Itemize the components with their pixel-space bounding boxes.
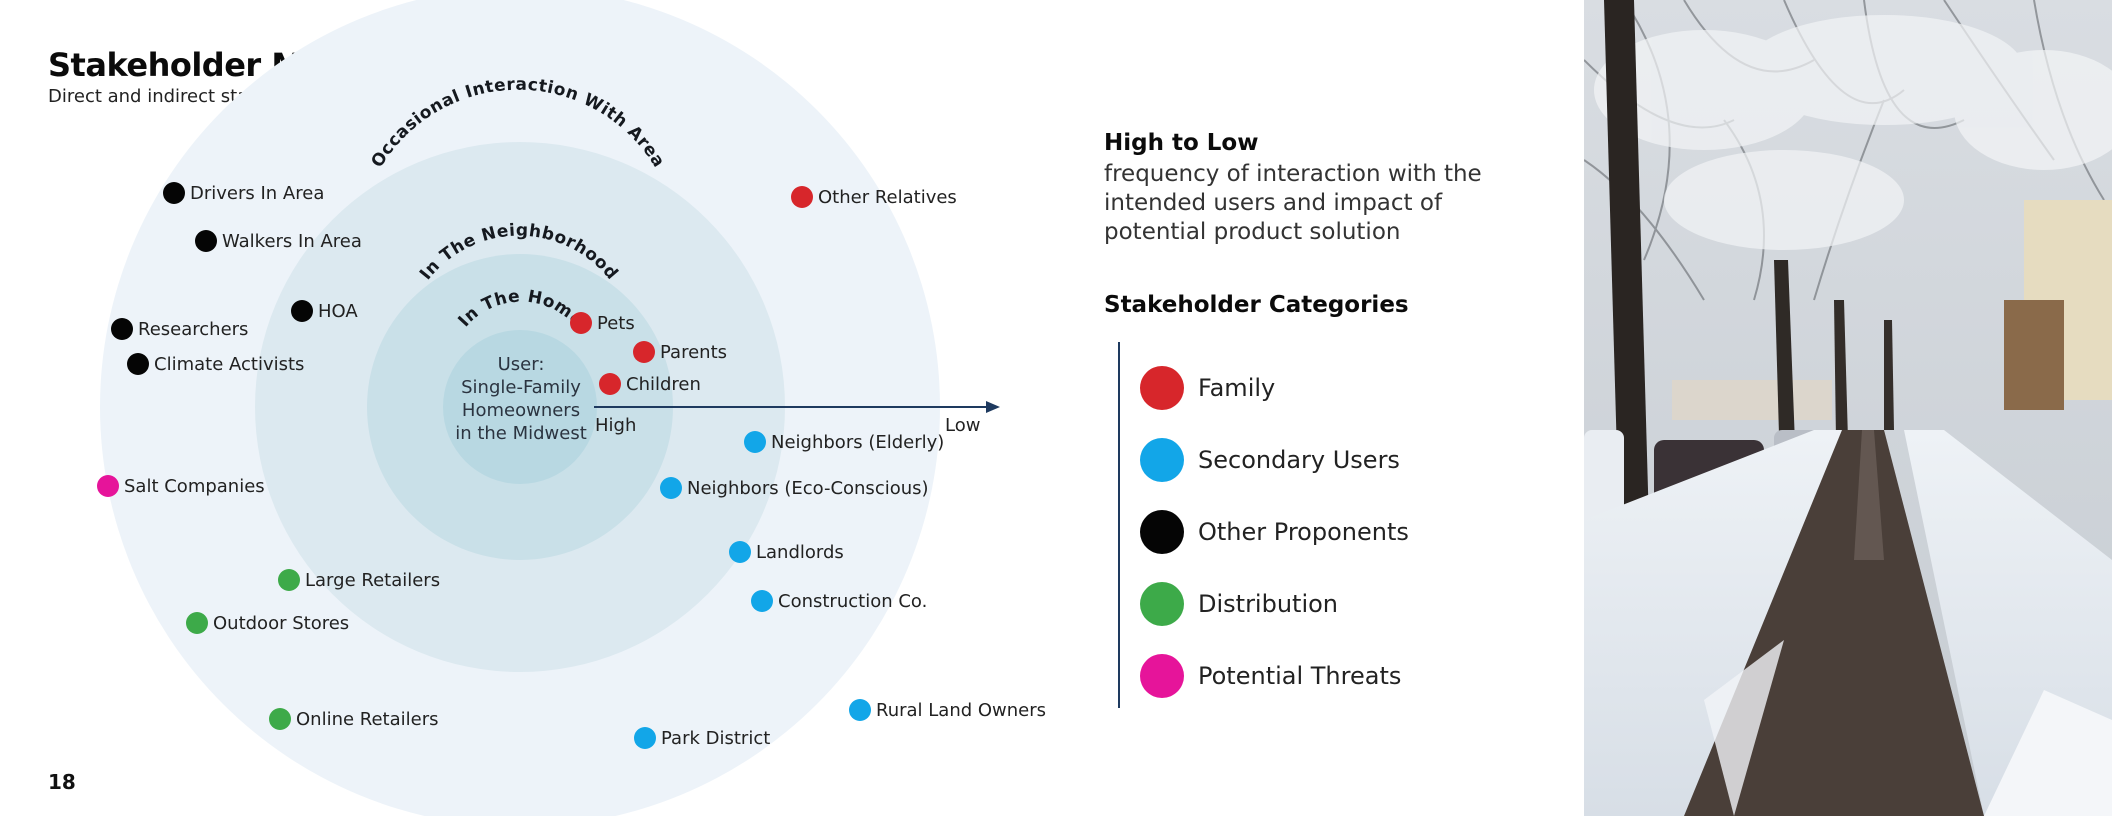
legend-label: Distribution — [1198, 590, 1339, 618]
page-number: 18 — [48, 770, 76, 794]
legend-label: Potential Threats — [1198, 662, 1402, 690]
stakeholder-dot-researchers — [111, 318, 133, 340]
legend-item-distribution: Distribution — [1140, 568, 1409, 640]
stakeholder-label-drivers-in-area: Drivers In Area — [190, 183, 324, 204]
stakeholder-dot-walkers-in-area — [195, 230, 217, 252]
stakeholder-points: Pets Parents Children Other Relatives Neighb… — [97, 182, 1046, 749]
axis-high-label: High — [595, 415, 636, 436]
stakeholder-label-pets: Pets — [597, 313, 635, 334]
stakeholder-dot-drivers-in-area — [163, 182, 185, 204]
center-line-1: User: — [498, 354, 545, 375]
stakeholder-dot-climate-activists — [127, 353, 149, 375]
legend-axis-description: frequency of interaction with the intend… — [1104, 161, 1482, 245]
stakeholder-label-parents: Parents — [660, 342, 727, 363]
stakeholder-dot-children — [599, 373, 621, 395]
stakeholder-label-researchers: Researchers — [138, 319, 248, 340]
center-line-2: Single-Family — [461, 377, 581, 398]
stakeholder-dot-neighbors-eco-conscious — [660, 477, 682, 499]
ring-core — [443, 330, 597, 484]
stakeholder-dot-landlords — [729, 541, 751, 563]
stakeholder-label-large-retailers: Large Retailers — [305, 570, 440, 591]
stakeholder-label-children: Children — [626, 374, 701, 395]
potential-threats-swatch-icon — [1140, 654, 1184, 698]
distribution-swatch-icon — [1140, 582, 1184, 626]
center-line-3: Homeowners — [462, 400, 580, 421]
stakeholder-dot-pets — [570, 312, 592, 334]
axis-arrow-icon — [986, 401, 1000, 413]
legend-item-other-proponents: Other Proponents — [1140, 496, 1409, 568]
stakeholder-label-construction-co: Construction Co. — [778, 591, 927, 612]
legend-list: Family Secondary Users Other Proponents … — [1140, 352, 1409, 712]
other-proponents-swatch-icon — [1140, 510, 1184, 554]
center-line-4: in the Midwest — [455, 423, 587, 444]
stakeholder-dot-neighbors-elderly — [744, 431, 766, 453]
legend-label: Other Proponents — [1198, 518, 1409, 546]
snowy-street-photo — [1584, 0, 2112, 816]
stakeholder-label-rural-land-owners: Rural Land Owners — [876, 700, 1046, 721]
legend-divider — [1118, 342, 1120, 708]
stakeholder-label-walkers-in-area: Walkers In Area — [222, 231, 362, 252]
stakeholder-label-outdoor-stores: Outdoor Stores — [213, 613, 349, 634]
stakeholder-label-online-retailers: Online Retailers — [296, 709, 439, 730]
stakeholder-label-other-relatives: Other Relatives — [818, 187, 957, 208]
legend-axis-title: High to Low — [1104, 130, 1259, 156]
stakeholder-dot-construction-co — [751, 590, 773, 612]
stakeholder-dot-hoa — [291, 300, 313, 322]
stakeholder-dot-rural-land-owners — [849, 699, 871, 721]
secondary-users-swatch-icon — [1140, 438, 1184, 482]
stakeholder-label-salt-companies: Salt Companies — [124, 476, 265, 497]
legend-item-potential-threats: Potential Threats — [1140, 640, 1409, 712]
axis-low-label: Low — [945, 415, 980, 436]
legend-label: Secondary Users — [1198, 446, 1400, 474]
stakeholder-label-neighbors-elderly: Neighbors (Elderly) — [771, 432, 944, 453]
stakeholder-label-neighbors-eco-conscious: Neighbors (Eco-Conscious) — [687, 478, 929, 499]
legend-item-family: Family — [1140, 352, 1409, 424]
stakeholder-label-hoa: HOA — [318, 301, 358, 322]
stakeholder-label-park-district: Park District — [661, 728, 770, 749]
stakeholder-dot-other-relatives — [791, 186, 813, 208]
stakeholder-dot-outdoor-stores — [186, 612, 208, 634]
stakeholder-label-landlords: Landlords — [756, 542, 844, 563]
stakeholder-label-climate-activists: Climate Activists — [154, 354, 304, 375]
stakeholder-diagram: In The Home In The Neighborhood Occasion… — [97, 0, 1046, 816]
family-swatch-icon — [1140, 366, 1184, 410]
stakeholder-dot-online-retailers — [269, 708, 291, 730]
legend-label: Family — [1198, 374, 1276, 402]
photo-illustration — [1584, 0, 2112, 816]
legend-item-secondary-users: Secondary Users — [1140, 424, 1409, 496]
stakeholder-dot-park-district — [634, 727, 656, 749]
stakeholder-dot-parents — [633, 341, 655, 363]
stakeholder-dot-large-retailers — [278, 569, 300, 591]
legend-categories-title: Stakeholder Categories — [1104, 292, 1409, 318]
stakeholder-dot-salt-companies — [97, 475, 119, 497]
